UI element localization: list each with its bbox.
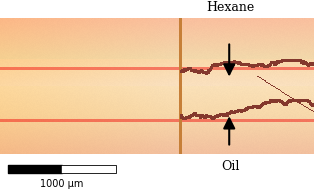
Text: Oil: Oil [222,160,240,173]
Text: 1000 μm: 1000 μm [40,179,84,189]
Bar [8,165,116,173]
Text: Hexane: Hexane [207,1,255,14]
